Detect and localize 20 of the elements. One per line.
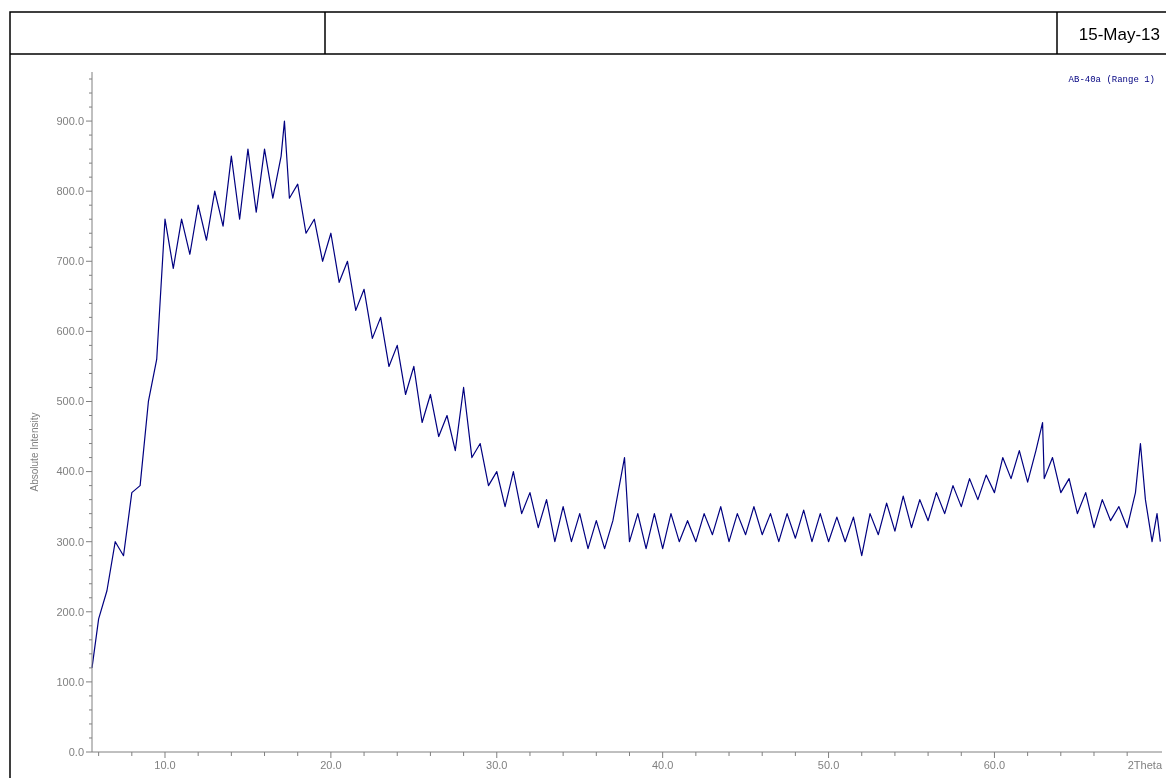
x-axis-title: 2Theta [1127,759,1163,771]
y-tick-label: 0.0 [68,745,84,758]
y-tick-label: 200.0 [56,605,84,618]
y-tick-label: 400.0 [56,465,84,478]
y-tick-label: 300.0 [56,535,84,548]
y-tick-label: 100.0 [56,675,84,688]
y-tick-label: 900.0 [56,114,84,127]
y-tick-label: 600.0 [56,325,84,338]
x-tick-label: 50.0 [817,759,840,771]
x-tick-label: 60.0 [983,759,1006,771]
x-tick-label: 40.0 [651,759,674,771]
y-tick-label: 500.0 [56,395,84,408]
x-tick-label: 30.0 [486,759,508,771]
y-axis-title: Absolute Intensity [29,412,40,492]
x-tick-label: 20.0 [320,759,342,771]
y-tick-label: 800.0 [56,185,84,198]
y-tick-label: 700.0 [56,255,84,268]
chart-subtitle: 15-May-13 [1078,25,1160,44]
annotation: AB-40a (Range 1) [1068,75,1155,85]
x-tick-label: 10.0 [154,759,176,771]
